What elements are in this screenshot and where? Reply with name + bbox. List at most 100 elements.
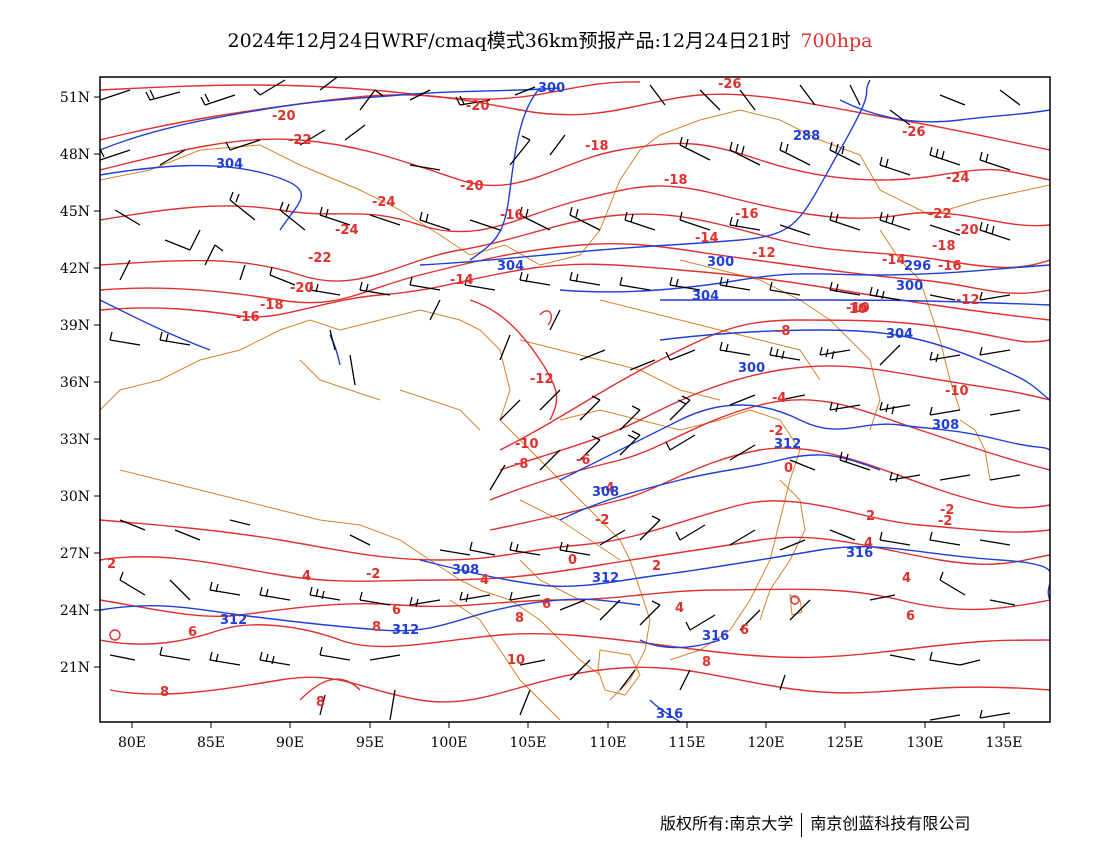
height-label: 304 [216, 157, 243, 172]
temp-label: 6 [906, 609, 915, 624]
temp-label: 6 [740, 623, 749, 638]
lat-tick-label: 21N [60, 660, 90, 676]
lat-tick-label: 27N [60, 546, 90, 562]
temp-label: 8 [372, 620, 381, 635]
temp-label: -12 [752, 246, 776, 261]
copyright-company: 南京创蓝科技有限公司 [810, 814, 971, 833]
longitude-axis [131, 722, 1005, 728]
temp-label: -10 [846, 301, 870, 316]
geopotential-labels: 300 288 304 304 300 304 304 296 300 300 … [216, 81, 959, 722]
temp-label: 0 [784, 461, 793, 476]
title-main: 2024年12月24日WRF/cmaq模式36km预报产品:12月24日21时 [227, 30, 791, 52]
temp-label: 8 [316, 695, 325, 710]
height-label: 316 [702, 629, 729, 644]
height-label: 300 [896, 279, 923, 294]
lat-tick-label: 24N [60, 603, 90, 619]
temp-label: -16 [236, 310, 260, 325]
height-label: 312 [392, 623, 419, 638]
height-label: 300 [538, 81, 565, 96]
temp-label: -20 [466, 99, 490, 114]
temp-label: -2 [769, 424, 783, 439]
temp-label: -2 [938, 514, 952, 529]
lat-tick-label: 39N [60, 318, 90, 334]
temp-label: -2 [595, 513, 609, 528]
map-area: -26 -26 -24 -24 -24 -22 -22 -22 -20 -20 … [100, 77, 1050, 722]
temp-label: -20 [290, 281, 314, 296]
lon-tick-label: 80E [118, 735, 146, 751]
temp-label: -18 [932, 239, 956, 254]
lon-tick-label: 100E [431, 735, 468, 751]
lon-tick-label: 85E [197, 735, 225, 751]
temperature-labels: -26 -26 -24 -24 -24 -22 -22 -22 -20 -20 … [107, 77, 980, 710]
temp-label: -22 [288, 133, 312, 148]
temp-label: -14 [450, 273, 474, 288]
height-label: 288 [793, 129, 820, 144]
lon-tick-label: 95E [356, 735, 384, 751]
lat-tick-label: 48N [60, 147, 90, 163]
temp-label: -10 [515, 437, 539, 452]
temp-label: -10 [945, 384, 969, 399]
temp-label: 4 [302, 569, 311, 584]
temp-label: 4 [480, 573, 489, 588]
temp-label: -24 [335, 223, 359, 238]
temp-label: -20 [272, 109, 296, 124]
lon-tick-label: 135E [986, 735, 1023, 751]
temp-label: -26 [902, 125, 926, 140]
height-label: 308 [452, 563, 479, 578]
longitude-tick-labels: 80E 85E 90E 95E 100E 105E 110E 115E 120E… [118, 735, 1023, 751]
temp-label: -22 [928, 207, 952, 222]
lon-tick-label: 120E [748, 735, 785, 751]
temp-label: -16 [500, 208, 524, 223]
map-frame [99, 76, 1051, 723]
temp-label: 10 [849, 302, 867, 317]
lat-tick-label: 42N [60, 261, 90, 277]
lat-tick-label: 30N [60, 489, 90, 505]
temp-label: -18 [260, 298, 284, 313]
temp-label: -8 [776, 324, 790, 339]
temp-label: 4 [902, 571, 911, 586]
temp-label: -16 [938, 259, 962, 274]
temp-label: 8 [702, 655, 711, 670]
height-label: 304 [886, 327, 913, 342]
height-label: 308 [592, 485, 619, 500]
temp-label: 6 [188, 625, 197, 640]
footer-divider [801, 812, 803, 837]
height-label: 308 [932, 418, 959, 433]
temp-label: -20 [955, 223, 979, 238]
height-label: 312 [774, 437, 801, 452]
latitude-tick-labels: 51N 48N 45N 42N 39N 36N 33N 30N 27N 24N … [60, 90, 90, 676]
temp-label: -4 [772, 391, 786, 406]
height-label: 304 [497, 259, 524, 274]
height-label: 300 [738, 361, 765, 376]
height-label: 312 [220, 613, 247, 628]
temp-label: -2 [940, 503, 954, 518]
height-label: 316 [656, 707, 683, 722]
temp-label: -14 [695, 231, 719, 246]
temp-label: -4 [600, 481, 614, 496]
temp-label: 8 [160, 685, 169, 700]
lon-tick-label: 90E [276, 735, 304, 751]
temp-label: -20 [460, 179, 484, 194]
temp-label: 4 [864, 536, 873, 551]
lat-tick-label: 36N [60, 375, 90, 391]
geopotential-contours [100, 79, 1050, 722]
temp-label: 2 [107, 557, 116, 572]
temp-label: -16 [735, 207, 759, 222]
temp-label: -12 [530, 372, 554, 387]
latitude-axis [94, 96, 100, 668]
temp-label: 8 [515, 611, 524, 626]
temp-label: -6 [576, 453, 590, 468]
title-pressure-level: 700hpa [800, 30, 873, 52]
temp-label: 6 [542, 597, 551, 612]
temp-label: 0 [568, 553, 577, 568]
temp-label: 2 [866, 509, 875, 524]
temp-label: -24 [372, 195, 396, 210]
lat-tick-label: 33N [60, 432, 90, 448]
copyright-owner: 版权所有:南京大学 [660, 814, 794, 833]
temp-label: -22 [308, 251, 332, 266]
height-label: 304 [692, 289, 719, 304]
lon-tick-label: 125E [827, 735, 864, 751]
temp-label: -24 [946, 171, 970, 186]
boundary-lines [100, 109, 1050, 721]
